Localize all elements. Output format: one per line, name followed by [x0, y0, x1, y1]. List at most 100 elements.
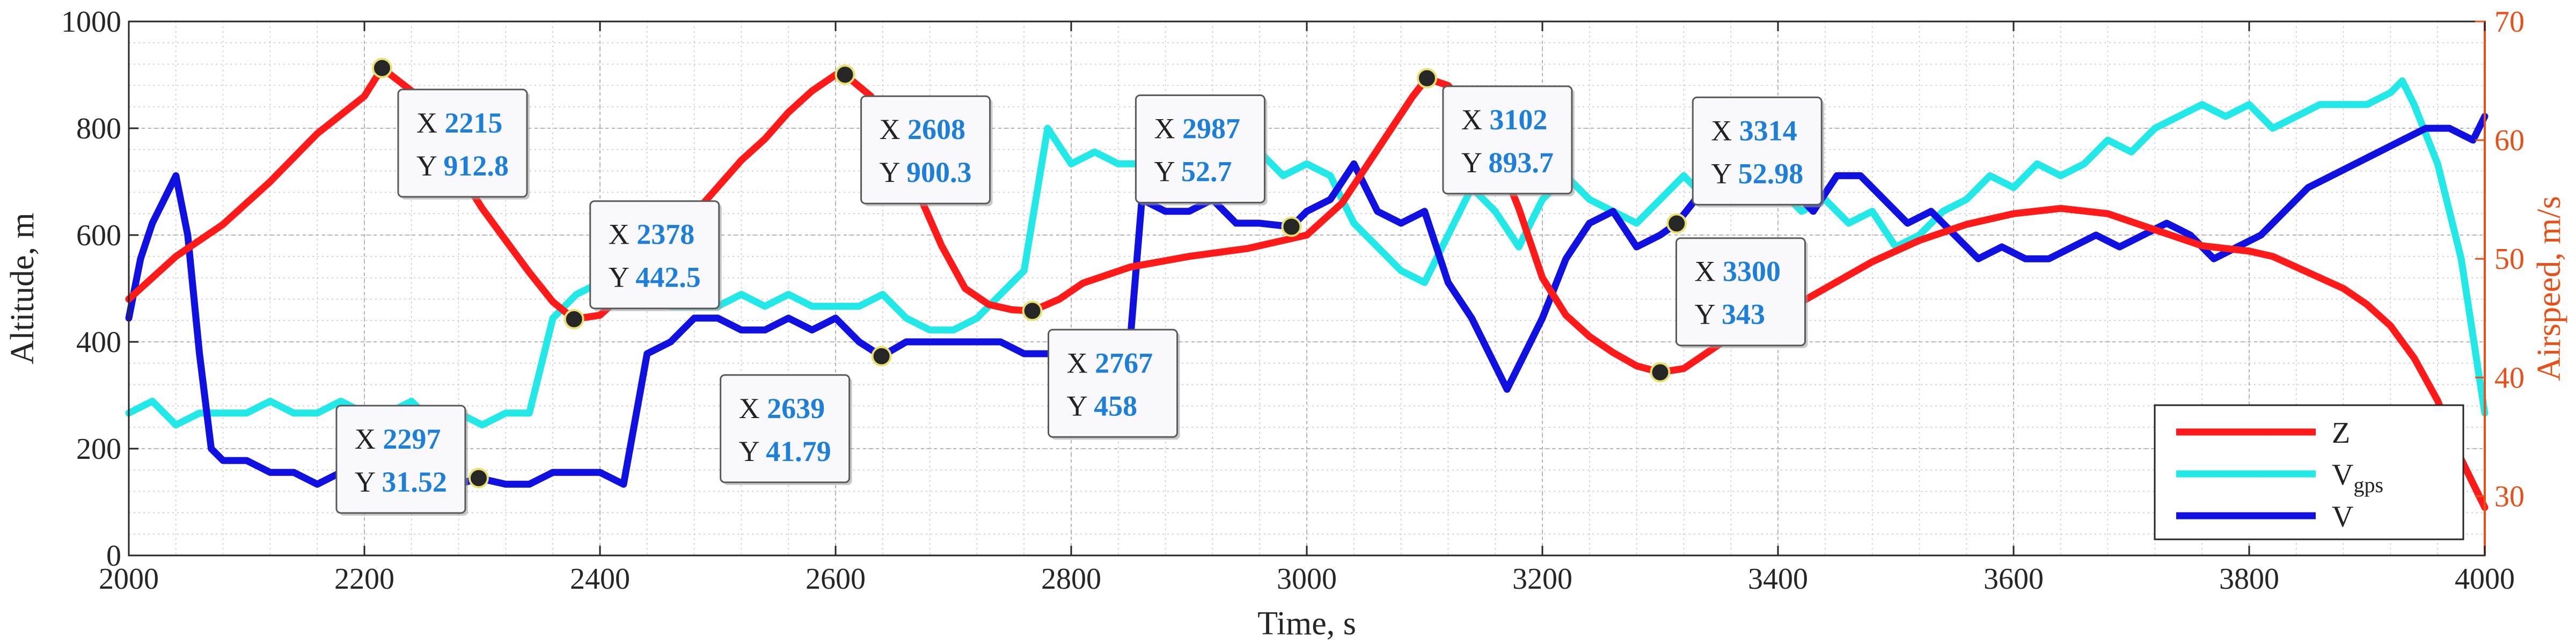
datatip-x-prefix: X — [1461, 104, 1490, 136]
datatip-box — [589, 200, 720, 310]
datatip-box — [1675, 237, 1806, 347]
datatip-marker — [1022, 301, 1043, 321]
datatip-marker — [371, 57, 392, 78]
datatip-x-prefix: X — [609, 218, 637, 251]
datatip-y-prefix: Y — [416, 150, 444, 182]
x-axis-label: Time, s — [1257, 605, 1356, 642]
datatip-x-value: 2297 — [383, 423, 441, 455]
y-left-tick-label: 600 — [76, 219, 121, 252]
datatip-y-value: 343 — [1722, 298, 1765, 331]
datatip-y-value: 442.5 — [635, 261, 701, 294]
datatip-x-value: 2608 — [908, 113, 965, 145]
datatip-box — [1442, 85, 1573, 195]
datatip-y-text: Y 41.79 — [739, 435, 831, 467]
datatip-x-text: X 2767 — [1067, 347, 1153, 379]
x-tick-label: 2000 — [99, 562, 159, 596]
datatip-y-prefix: Y — [880, 156, 907, 188]
datatip-y-text: Y 458 — [1067, 390, 1138, 422]
y-right-axis-label: Airspeed, m/s — [2531, 196, 2567, 380]
x-tick-label: 2400 — [570, 562, 630, 596]
y-left-tick-label: 1000 — [61, 5, 121, 39]
datatip-x-prefix: X — [880, 113, 908, 145]
series-line-Z — [125, 64, 2489, 511]
legend-label-main: V — [2332, 458, 2353, 492]
legend-label: V — [2332, 500, 2353, 533]
legend-label-sub: gps — [2353, 473, 2383, 497]
datatip-y-prefix: Y — [1711, 157, 1738, 189]
datatip-y-value: 41.79 — [766, 435, 831, 467]
datatip-x-prefix: X — [416, 107, 445, 139]
datatip-y-text: Y 31.52 — [355, 466, 447, 498]
datatip-x-prefix: X — [1067, 347, 1095, 379]
datatip-y-value: 900.3 — [906, 156, 972, 188]
datatip-x-text: X 2215 — [416, 107, 503, 139]
datatip-x-prefix: X — [355, 423, 383, 455]
datatip-x-prefix: X — [1154, 113, 1182, 145]
datatip-marker — [1416, 68, 1437, 89]
y-right-tick-label: 70 — [2494, 5, 2524, 39]
datatip-y-text: Y 343 — [1695, 298, 1766, 331]
y-right-tick-label: 40 — [2494, 361, 2524, 394]
x-tick-label: 3600 — [1984, 562, 2044, 596]
datatip-y-text: Y 900.3 — [880, 156, 972, 188]
y-left-axis-label: Altitude, m — [4, 213, 41, 364]
datatip-marker — [564, 309, 584, 330]
legend-label: Z — [2332, 416, 2350, 450]
datatip-y-text: Y 52.7 — [1154, 156, 1232, 188]
datatip-marker — [871, 346, 892, 367]
datatip-y-value: 458 — [1094, 390, 1137, 422]
x-tick-label: 2800 — [1041, 562, 1101, 596]
datatip: X 2215 Y 912.8 — [371, 57, 530, 200]
datatip-box — [1692, 96, 1823, 206]
y-right-tick-label: 50 — [2494, 243, 2524, 276]
datatip-y-value: 893.7 — [1488, 147, 1554, 179]
datatip-x-text: X 2297 — [355, 423, 441, 455]
y-left-tick-label: 0 — [106, 539, 121, 573]
datatip-x-value: 2767 — [1095, 347, 1153, 379]
datatip-box — [335, 405, 466, 514]
y-left-tick-label: 400 — [76, 326, 121, 359]
datatip-x-value: 2987 — [1182, 113, 1240, 145]
datatip-box — [860, 95, 991, 204]
datatip-x-value: 2215 — [444, 107, 502, 139]
datatip-marker — [1650, 362, 1671, 383]
x-tick-label: 3800 — [2219, 562, 2279, 596]
legend-label: Vgps — [2332, 458, 2383, 497]
datatip: X 2639 Y 41.79 — [720, 346, 892, 485]
x-tick-label: 2200 — [334, 562, 394, 596]
x-tick-label: 3400 — [1748, 562, 1808, 596]
y-left-tick-label: 200 — [76, 433, 121, 466]
datatip-box — [1135, 94, 1265, 204]
x-tick-label: 3200 — [1512, 562, 1572, 596]
legend-label-main: V — [2332, 500, 2353, 533]
datatip-marker — [1281, 216, 1302, 237]
datatip-x-text: X 2987 — [1154, 113, 1240, 145]
datatip-y-prefix: Y — [355, 466, 382, 498]
datatip-x-value: 2378 — [636, 218, 694, 251]
datatip-y-prefix: Y — [1067, 390, 1094, 422]
datatip-y-value: 52.7 — [1181, 156, 1232, 188]
datatip-y-value: 52.98 — [1738, 157, 1804, 189]
datatip-y-prefix: Y — [1154, 156, 1181, 188]
datatip-marker — [1666, 213, 1687, 234]
datatip-y-prefix: Y — [609, 261, 636, 294]
datatip-x-prefix: X — [739, 392, 767, 425]
datatip-y-text: Y 52.98 — [1711, 157, 1803, 189]
datatip-y-prefix: Y — [1695, 298, 1722, 331]
datatip-x-text: X 2639 — [739, 392, 825, 425]
datatip-marker — [468, 467, 489, 488]
datatip-box — [720, 374, 851, 484]
datatip-y-text: Y 442.5 — [609, 261, 701, 294]
datatip-y-text: Y 912.8 — [416, 150, 509, 182]
series-line-Vgps — [125, 77, 2489, 429]
